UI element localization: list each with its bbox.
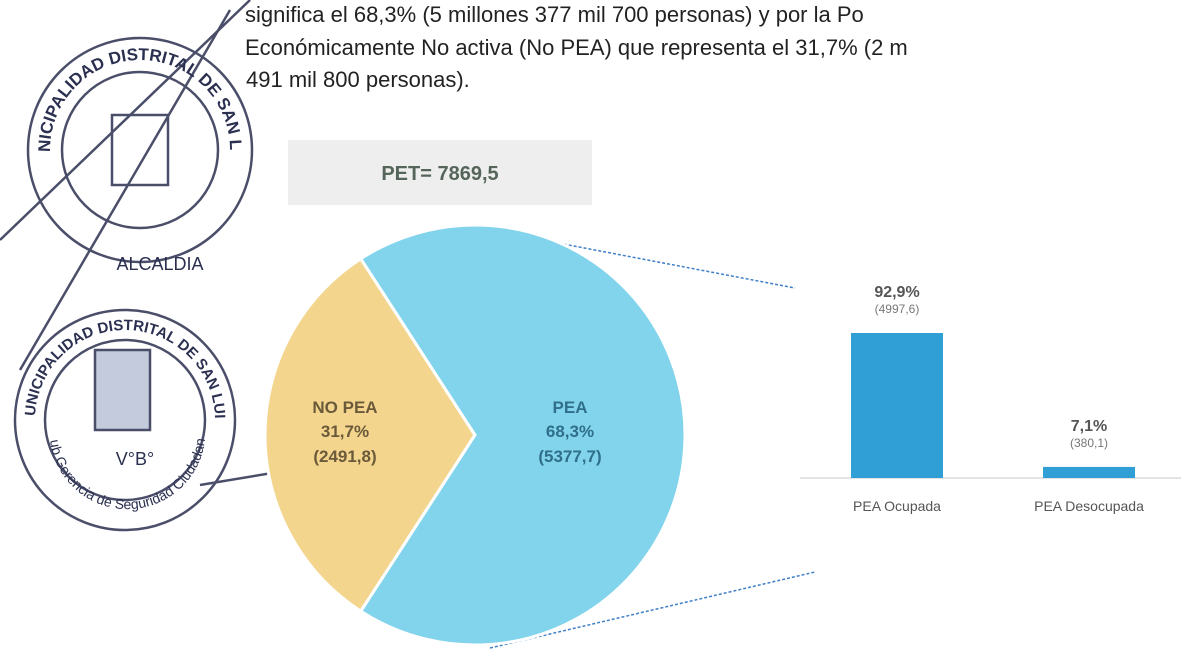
connector (489, 571, 816, 649)
pie-slice (263, 256, 477, 614)
slice-label: PEA (553, 398, 588, 417)
slice-count: (2491,8) (313, 447, 376, 466)
pie-slice (358, 223, 687, 647)
slice-count: (5377,7) (538, 447, 601, 466)
stamp-ring (43, 338, 207, 502)
stamp-text: ALCALDIA (116, 254, 203, 274)
paragraph-line: 491 mil 800 personas). (246, 67, 470, 92)
bar-value: 92,9% (874, 284, 919, 301)
title-box (288, 140, 592, 205)
stamp-emblem (93, 348, 152, 432)
bar (851, 333, 943, 478)
x-tick-label: PEA Ocupada (853, 498, 941, 514)
bar-value: 7,1% (1071, 418, 1107, 435)
paragraph-line: significa el 68,3% (5 millones 377 mil 7… (245, 2, 864, 27)
slice-value: 68,3% (546, 422, 594, 441)
stamp-text: MUNICIPALIDAD DISTRITAL DE SAN LUIS (0, 0, 245, 152)
signature (0, 0, 251, 241)
stamp-text: V°B° (116, 449, 154, 469)
stamp-text: MUNICIPALIDAD DISTRITAL DE SAN LUIS (0, 0, 245, 152)
slice-label: NO PEA (312, 398, 377, 417)
stamp-ring (26, 36, 254, 264)
bar (1043, 466, 1135, 478)
stamp-ring (60, 70, 220, 230)
paragraph-line: Económicamente No activa (No PEA) que re… (245, 35, 908, 60)
x-tick-label: PEA Desocupada (1034, 498, 1144, 514)
signature (18, 9, 232, 371)
stamp (0, 0, 254, 371)
chart-title: PET= 7869,5 (381, 163, 498, 185)
stamp-emblem (110, 113, 170, 187)
slice-value: 31,7% (321, 422, 369, 441)
bar-count: (380,1) (1070, 436, 1108, 450)
stamp-ring (13, 308, 237, 532)
bar-count: (4997,6) (875, 302, 920, 316)
